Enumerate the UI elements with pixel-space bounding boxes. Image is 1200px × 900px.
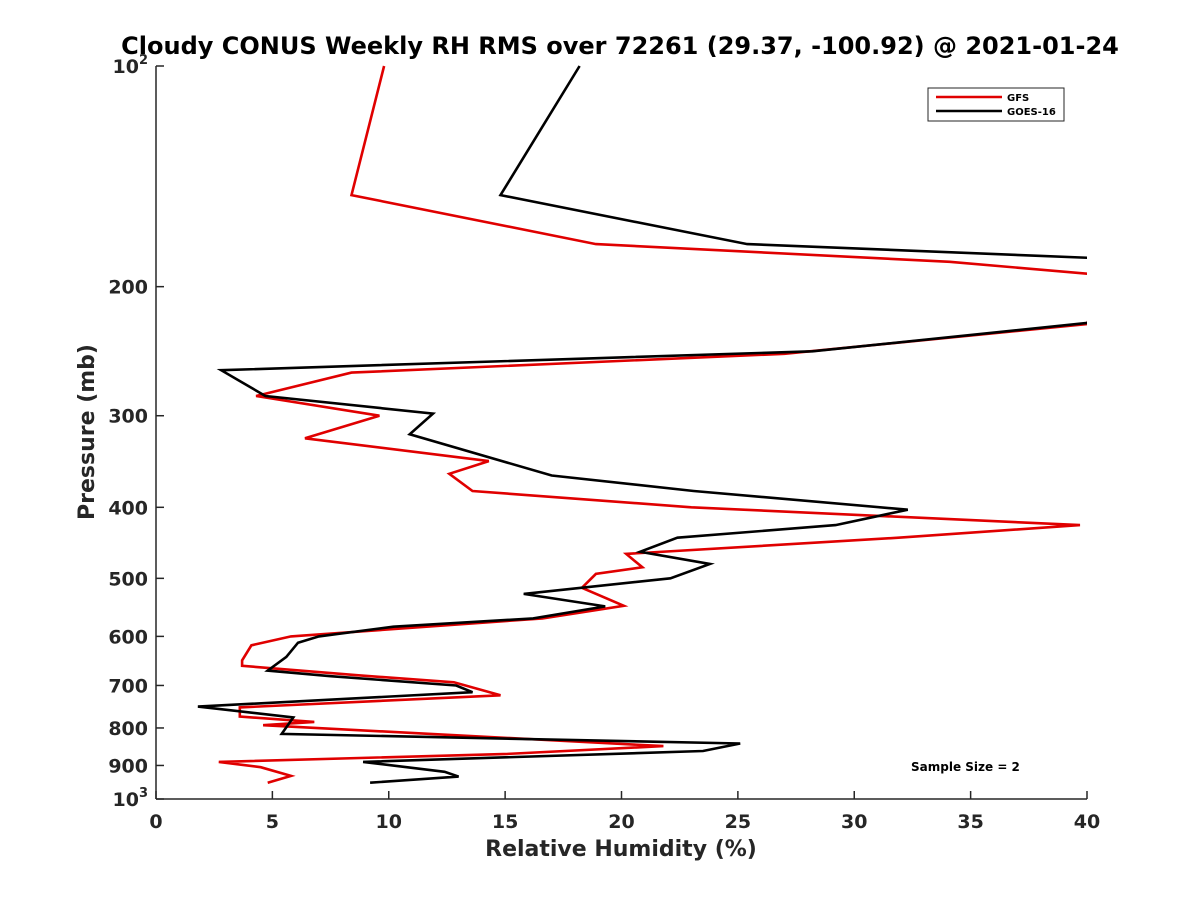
y-tick-label: 102 (113, 53, 149, 78)
y-tick-label: 500 (108, 568, 148, 590)
legend-label-gfs: GFS (1007, 93, 1029, 104)
y-tick-label: 200 (108, 277, 148, 299)
x-ticks: 0 5 10 15 20 25 30 35 40 (149, 791, 1100, 833)
y-tick-label: 103 (113, 786, 149, 811)
series-layer (197, 65, 1087, 784)
sample-size-annotation: Sample Size = 2 (911, 760, 1020, 774)
legend-label-goes16: GOES-16 (1007, 107, 1056, 118)
legend: GFS GOES-16 (927, 87, 1065, 122)
x-tick-label: 0 (149, 811, 162, 833)
x-tick-label: 30 (841, 811, 867, 833)
y-tick-label: 300 (108, 406, 148, 428)
y-axis-label: Pressure (mb) (75, 344, 100, 520)
y-tick-label: 400 (108, 497, 148, 519)
y-tick-label: 800 (108, 718, 148, 740)
y-tick-label: 700 (108, 675, 148, 697)
chart-title: Cloudy CONUS Weekly RH RMS over 72261 (2… (121, 32, 1119, 60)
x-tick-label: 40 (1074, 811, 1100, 833)
y-ticks: 102 200 300 400 500 600 700 800 900 103 (108, 53, 164, 811)
x-tick-label: 20 (608, 811, 634, 833)
series-line-goes16 (197, 65, 1087, 784)
y-tick-label: 600 (108, 626, 148, 648)
x-tick-label: 5 (266, 811, 279, 833)
x-tick-label: 10 (376, 811, 402, 833)
x-axis-label: Relative Humidity (%) (485, 837, 757, 862)
y-tick-label: 900 (108, 755, 148, 777)
x-tick-label: 15 (492, 811, 518, 833)
x-tick-label: 25 (725, 811, 751, 833)
legend-box (927, 87, 1065, 122)
x-tick-label: 35 (957, 811, 983, 833)
